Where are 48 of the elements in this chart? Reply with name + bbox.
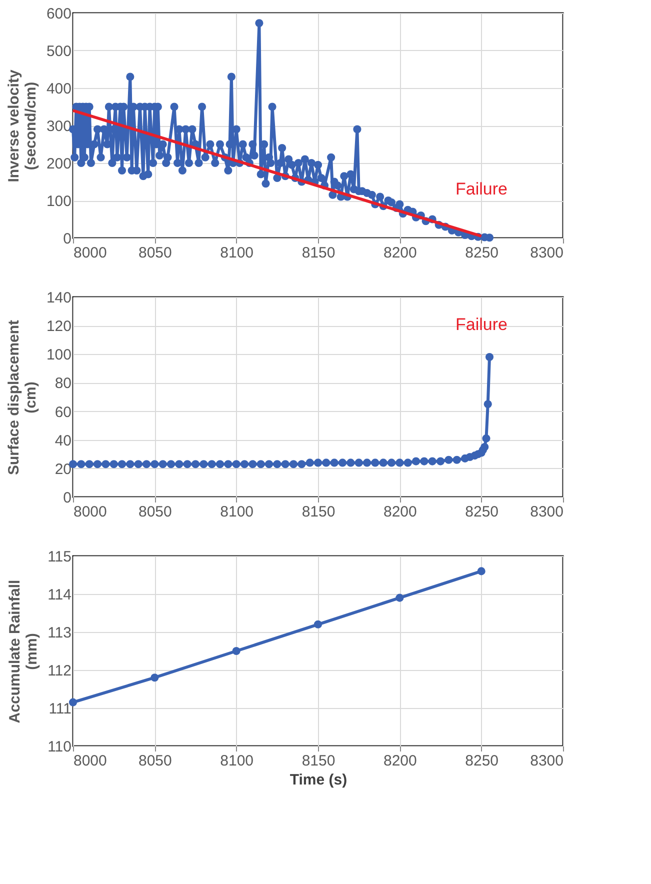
x-tick-label: 8200 [383, 752, 417, 770]
y-tick-label: 400 [46, 80, 72, 98]
y-tick-label: 0 [63, 230, 72, 248]
x-tick-label: 8000 [74, 752, 107, 770]
y-tick-label: 110 [48, 738, 72, 756]
y-tick-label: 300 [46, 118, 72, 135]
y-tick-label: 60 [54, 404, 72, 421]
x-tick-label: 8050 [138, 244, 172, 262]
y-tick-label: 80 [54, 375, 72, 392]
x-tick-label: 8050 [138, 504, 172, 520]
x-tick-label: 8150 [302, 752, 336, 770]
x-tick-label: 8300 [530, 504, 564, 520]
x-axis-title: Time (s) [290, 772, 348, 788]
y-tick-label: 140 [46, 290, 72, 306]
y-tick-label: 40 [54, 432, 72, 450]
x-tick-label: 8250 [465, 752, 499, 770]
x-tick-label: 8250 [465, 504, 499, 520]
x-tick-label: 8000 [74, 244, 107, 262]
annotation: Failure [456, 315, 508, 334]
y-tick-label: 115 [48, 548, 72, 566]
y-tick-label: 0 [63, 490, 72, 506]
x-tick-label: 8250 [465, 244, 499, 262]
x-tick-label: 8300 [530, 752, 564, 770]
y-tick-label: 111 [48, 700, 72, 718]
annotation: Failure [456, 180, 508, 199]
x-tick-label: 8050 [138, 752, 172, 770]
y-tick-label: 100 [46, 193, 72, 210]
x-tick-label: 8200 [383, 504, 417, 520]
x-tick-label: 8100 [220, 504, 254, 520]
y-tick-label: 600 [46, 6, 72, 22]
y-tick-label: 112 [48, 662, 72, 680]
y-tick-label: 100 [46, 346, 72, 364]
y-tick-label: 113 [48, 624, 72, 642]
y-tick-label: 114 [48, 586, 72, 604]
y-axis-title: Inverse velocity (second/cm) [5, 69, 40, 182]
x-tick-label: 8150 [302, 504, 336, 520]
x-tick-label: 8100 [220, 752, 254, 770]
x-tick-label: 8200 [383, 244, 417, 262]
x-tick-label: 8100 [220, 244, 254, 262]
x-tick-label: 8000 [74, 504, 107, 520]
x-tick-label: 8300 [530, 244, 564, 262]
y-axis-title: Accumulate Rainfall (mm) [6, 580, 41, 724]
x-tick-label: 8150 [302, 244, 336, 262]
y-tick-label: 200 [46, 156, 72, 172]
y-tick-label: 120 [46, 318, 72, 336]
y-tick-label: 20 [54, 460, 72, 478]
y-axis-title: Surface displacement (cm) [5, 320, 40, 476]
y-tick-label: 500 [46, 43, 72, 60]
